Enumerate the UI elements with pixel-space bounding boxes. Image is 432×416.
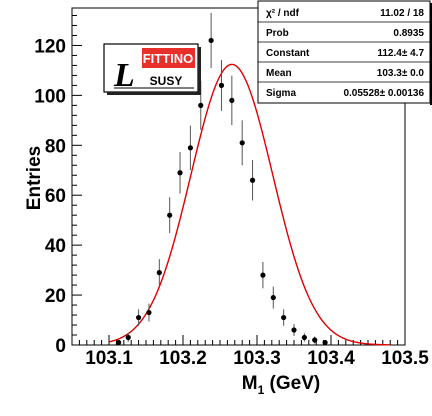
stats-label: Prob [266,28,289,39]
logo-red-block [142,48,195,68]
data-point [167,212,173,218]
y-tick-label: 80 [45,136,66,157]
x-tick-label: 103.5 [381,348,429,369]
y-axis-title: Entries [24,146,45,210]
logo-shadow-right [198,47,201,95]
y-axis-ticks: 0 20 40 60 80 100 120 [34,14,82,357]
data-point [116,339,122,346]
data-point [281,314,287,321]
data-point [146,309,152,316]
x-tick-label: 103.3 [233,348,281,369]
stats-value: 103.3± 0.0 [377,68,425,79]
stats-label: Constant [266,48,310,59]
logo-script-letter: L [113,57,135,94]
data-point [218,82,225,88]
data-point [301,334,307,341]
y-tick-label: 0 [55,336,66,357]
x-tick-label: 103.4 [307,348,355,369]
logo-susy-text: SUSY [150,74,183,88]
logo-shadow-bottom [107,92,201,95]
data-point [198,102,204,108]
y-tick-label: 20 [45,286,66,307]
plot-frame [71,7,406,346]
data-point [291,327,297,333]
data-point [208,37,214,44]
data-point [229,97,235,103]
data-point [322,339,328,346]
stats-label: Mean [266,68,292,79]
y-tick-label: 100 [34,86,66,107]
y-tick-label: 120 [34,36,66,57]
x-axis-title-sub: 1 [258,383,265,397]
data-point [187,145,193,151]
stats-box-shadow [430,3,432,105]
data-point [249,177,256,183]
logo-fittino-text: FITTINO [143,51,194,66]
data-points [116,12,328,346]
gaussian-fit-curve [108,63,391,346]
fittino-logo: FITTINO SUSY L [103,43,201,95]
data-point [177,170,183,176]
stats-value: 0.05528± 0.00136 [343,88,424,99]
data-point [156,270,162,276]
data-point [136,314,142,321]
x-axis-title-main: M [242,373,258,394]
data-point [270,294,276,301]
stats-value: 0.8935 [393,28,424,39]
data-point [239,140,245,146]
stats-label: Sigma [266,88,296,99]
data-point [125,334,131,341]
x-axis-title: M1 (GeV) [242,373,320,397]
x-tick-label: 103.2 [159,348,207,369]
stats-box: χ² / ndf 11.02 / 18 Prob 0.8935 Constant 112.… [257,0,432,105]
x-tick-label: 103.1 [85,348,133,369]
x-axis-ticks: 103.1 103.2 103.3 103.4 103.5 [71,335,429,369]
stats-label: χ² / ndf [266,8,300,19]
stats-rows: χ² / ndf 11.02 / 18 Prob 0.8935 Constant 112.… [258,8,430,99]
y-tick-label: 60 [45,186,66,207]
stats-value: 11.02 / 18 [380,8,424,19]
x-axis-title-unit: (GeV) [264,373,320,394]
data-point [312,337,318,343]
y-tick-label: 40 [45,236,66,257]
stats-box-frame [257,0,431,104]
data-point [260,272,266,278]
stats-value: 112.4± 4.7 [377,48,424,59]
